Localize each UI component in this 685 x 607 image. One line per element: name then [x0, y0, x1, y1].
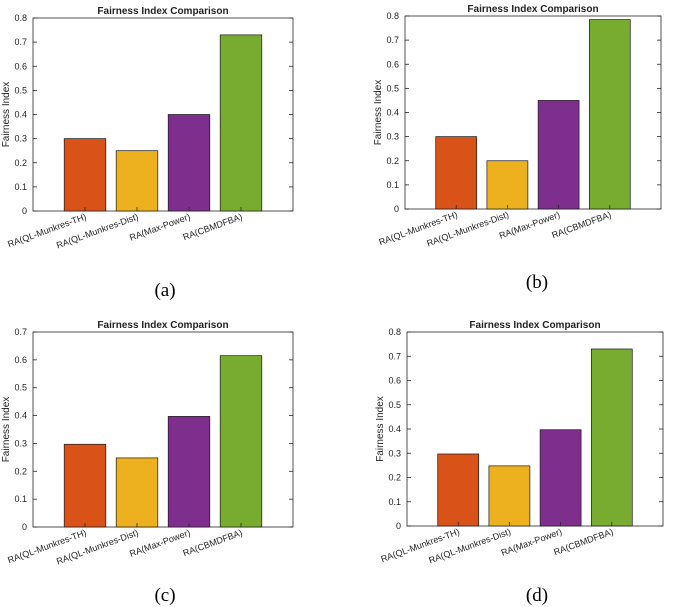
y-tick-label: 0.2 [386, 156, 399, 166]
y-tick-label: 0.7 [386, 35, 399, 45]
bar-3 [537, 100, 580, 210]
y-tick-label: 0.7 [388, 351, 401, 361]
chart-panel-a: Fairness Index Comparison Fairness Index 0… [0, 0, 300, 272]
caption-a: (a) [154, 280, 176, 301]
y-tick-label: 0.4 [14, 110, 27, 120]
bar-4 [590, 348, 633, 527]
y-axis-label: Fairness Index [1, 397, 12, 463]
bar-1 [437, 453, 480, 527]
bar-2 [486, 160, 529, 210]
caption-b: (b) [525, 272, 549, 293]
y-tick-label: 0.6 [14, 61, 27, 71]
bar-1 [63, 138, 107, 212]
bar-2 [115, 150, 159, 212]
chart-title: Fairness Index Comparison [97, 320, 228, 331]
y-tick-label: 0.3 [14, 134, 27, 144]
bar-3 [167, 416, 211, 528]
y-axis-label: Fairness Index [375, 396, 386, 462]
y-tick-label: 0 [22, 206, 27, 216]
y-tick-label: 0.6 [388, 376, 401, 386]
y-tick-label: 0 [396, 521, 401, 531]
y-axis-label: Fairness Index [1, 82, 12, 148]
x-tick-label: RA(CBMDFBA) [182, 211, 244, 242]
bar-1 [63, 443, 107, 528]
x-tick-label: RA(CBMDFBA) [550, 209, 612, 240]
bar-2 [488, 465, 531, 527]
y-tick-label: 0.4 [388, 424, 401, 434]
chart-title: Fairness Index Comparison [97, 6, 228, 17]
y-tick-label: 0.7 [14, 37, 27, 47]
y-tick-label: 0.1 [386, 180, 399, 190]
chart-title: Fairness Index Comparison [467, 4, 598, 15]
chart-panel-b: Fairness Index Comparison Fairness Index 0… [350, 0, 685, 272]
y-tick-label: 0.2 [388, 473, 401, 483]
bar-1 [435, 136, 478, 210]
caption-c: (c) [154, 585, 176, 606]
chart-title: Fairness Index Comparison [469, 320, 600, 331]
y-tick-label: 0.7 [14, 327, 27, 337]
y-tick-label: 0.6 [14, 355, 27, 365]
y-tick-label: 0.5 [388, 400, 401, 410]
y-tick-label: 0.2 [14, 158, 27, 168]
y-tick-label: 0.4 [386, 108, 399, 118]
y-tick-label: 0.1 [14, 182, 27, 192]
bar-3 [167, 114, 211, 212]
y-tick-label: 0.3 [386, 132, 399, 142]
x-tick-label: RA(CBMDFBA) [552, 526, 614, 557]
bar-4 [219, 34, 263, 212]
y-tick-label: 0.8 [14, 13, 27, 23]
y-tick-label: 0.8 [388, 327, 401, 337]
bar-4 [219, 355, 263, 528]
y-tick-label: 0.6 [386, 59, 399, 69]
y-tick-label: 0.3 [388, 448, 401, 458]
y-tick-label: 0.1 [14, 494, 27, 504]
y-tick-label: 0.5 [14, 85, 27, 95]
y-tick-label: 0.3 [14, 438, 27, 448]
y-tick-label: 0.5 [386, 83, 399, 93]
bar-2 [115, 457, 159, 528]
y-axis-label: Fairness Index [373, 80, 384, 146]
y-tick-label: 0.2 [14, 466, 27, 476]
y-tick-label: 0.1 [388, 497, 401, 507]
y-tick-label: 0 [22, 522, 27, 532]
bar-4 [588, 19, 631, 210]
chart-panel-c: Fairness Index Comparison Fairness Index 0… [0, 320, 300, 594]
y-tick-label: 0.5 [14, 383, 27, 393]
chart-panel-d: Fairness Index Comparison Fairness Index 0… [350, 320, 685, 594]
caption-d: (d) [525, 585, 549, 606]
y-tick-label: 0.4 [14, 411, 27, 421]
bar-3 [539, 429, 582, 527]
y-tick-label: 0.8 [386, 11, 399, 21]
y-tick-label: 0 [394, 204, 399, 214]
x-tick-label: RA(CBMDFBA) [182, 527, 244, 558]
